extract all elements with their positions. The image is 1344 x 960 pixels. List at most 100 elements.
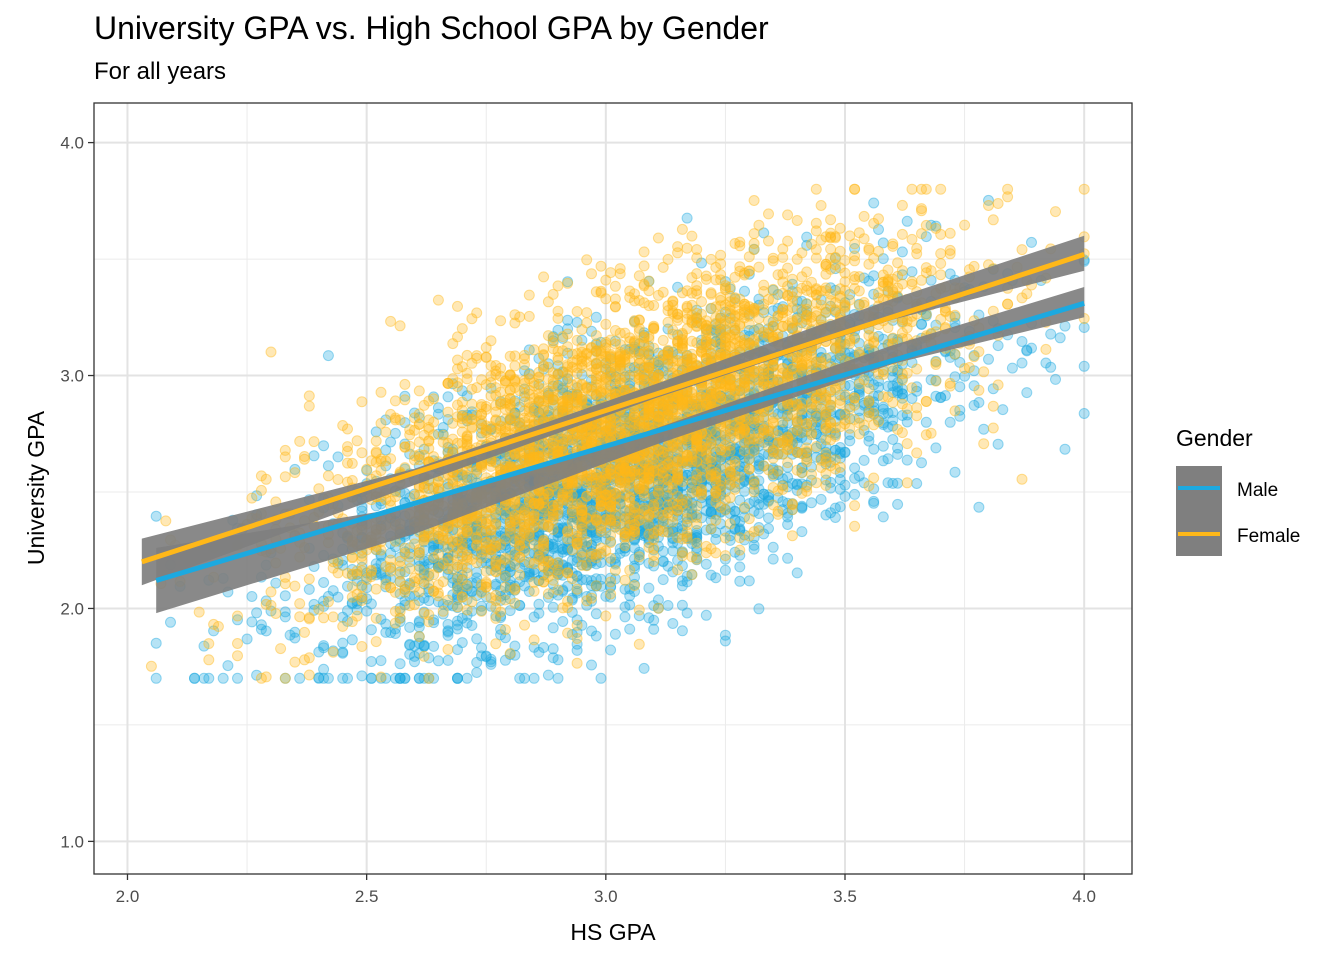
scatter-point — [189, 672, 200, 684]
scatter-point — [705, 523, 717, 535]
scatter-point — [710, 465, 722, 477]
scatter-point — [820, 268, 832, 280]
scatter-point — [686, 569, 698, 581]
scatter-point — [442, 478, 454, 490]
scatter-point — [863, 395, 875, 407]
scatter-point — [590, 499, 602, 511]
scatter-point — [590, 338, 602, 350]
scatter-point — [930, 375, 942, 387]
scatter-point — [461, 617, 473, 629]
scatter-point — [600, 509, 612, 521]
scatter-point — [413, 615, 425, 627]
scatter-point — [600, 527, 612, 539]
scatter-point — [968, 399, 980, 411]
scatter-point — [791, 312, 803, 324]
scatter-point — [853, 376, 865, 388]
scatter-point — [581, 307, 593, 319]
scatter-point — [380, 460, 392, 472]
scatter-point — [652, 359, 664, 371]
scatter-point — [581, 494, 593, 506]
scatter-point — [906, 278, 918, 290]
scatter-point — [437, 605, 449, 617]
scatter-point — [346, 634, 358, 646]
scatter-point — [581, 254, 593, 266]
scatter-point — [906, 393, 918, 404]
scatter-point — [279, 606, 291, 618]
scatter-point — [810, 421, 822, 433]
scatter-point — [1078, 408, 1090, 419]
scatter-point — [452, 583, 463, 595]
scatter-point — [743, 575, 755, 587]
scatter-point — [380, 426, 392, 438]
scatter-point — [322, 460, 334, 472]
scatter-point — [619, 490, 631, 502]
scatter-point — [734, 441, 746, 453]
scatter-point — [676, 625, 688, 637]
scatter-point — [586, 555, 597, 567]
scatter-point — [466, 398, 478, 410]
scatter-point — [595, 506, 607, 518]
scatter-point — [595, 487, 607, 499]
scatter-point — [815, 493, 827, 505]
scatter-point — [562, 479, 574, 491]
scatter-point — [652, 511, 664, 523]
scatter-point — [629, 533, 640, 545]
scatter-point — [629, 316, 640, 327]
scatter-point — [318, 440, 330, 452]
scatter-point — [375, 386, 387, 398]
scatter-point — [672, 480, 684, 491]
scatter-point — [815, 453, 827, 464]
scatter-point — [844, 435, 856, 447]
scatter-point — [686, 469, 698, 481]
scatter-point — [590, 476, 602, 488]
scatter-point — [499, 632, 511, 644]
scatter-point — [150, 510, 162, 522]
scatter-point — [633, 638, 645, 650]
scatter-point — [887, 434, 899, 445]
scatter-point — [949, 405, 961, 417]
scatter-point — [672, 513, 684, 525]
scatter-point — [1021, 344, 1033, 356]
scatter-point — [715, 479, 727, 491]
scatter-point — [586, 548, 597, 560]
scatter-point — [930, 442, 942, 454]
scatter-point — [370, 636, 382, 648]
scatter-point — [868, 197, 880, 209]
scatter-point — [705, 497, 717, 508]
scatter-point — [801, 426, 813, 437]
scatter-point — [495, 315, 507, 327]
scatter-point — [1016, 357, 1028, 369]
scatter-point — [633, 523, 645, 535]
scatter-point — [849, 462, 861, 474]
scatter-point — [428, 617, 440, 629]
scatter-point — [1021, 387, 1033, 399]
scatter-point — [394, 672, 406, 684]
scatter-point — [1006, 362, 1018, 374]
scatter-point — [724, 450, 736, 461]
scatter-point — [318, 672, 330, 684]
scatter-point — [413, 385, 425, 397]
scatter-point — [930, 319, 942, 331]
scatter-point — [600, 522, 612, 534]
scatter-point — [825, 214, 837, 226]
scatter-point — [581, 490, 593, 502]
scatter-point — [365, 656, 377, 667]
scatter-point — [485, 544, 497, 556]
scatter-point — [370, 426, 382, 438]
scatter-point — [609, 280, 621, 292]
scatter-point — [676, 575, 688, 587]
scatter-point — [1002, 183, 1014, 195]
scatter-point — [643, 612, 655, 624]
scatter-point — [896, 373, 908, 385]
scatter-point — [877, 401, 889, 413]
scatter-point — [748, 444, 760, 456]
scatter-point — [782, 209, 794, 221]
scatter-point — [241, 633, 253, 645]
scatter-point — [389, 427, 401, 439]
scatter-point — [547, 643, 559, 655]
scatter-point — [471, 566, 483, 578]
scatter-point — [566, 594, 578, 606]
scatter-point — [939, 390, 951, 402]
scatter-point — [562, 542, 574, 554]
scatter-point — [657, 574, 669, 586]
